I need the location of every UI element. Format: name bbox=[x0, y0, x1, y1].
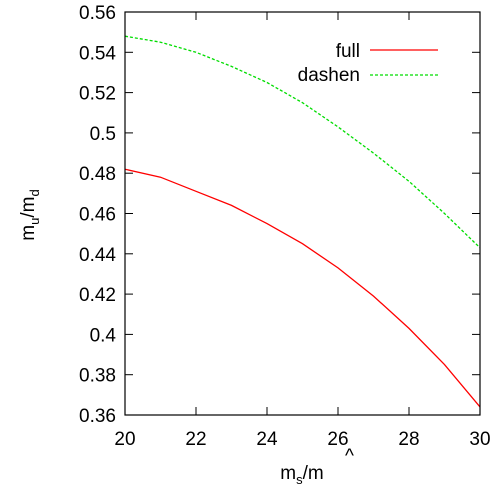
x-tick-label: 26 bbox=[327, 429, 348, 450]
y-tick-label: 0.42 bbox=[79, 285, 116, 306]
legend-label-dashen: dashen bbox=[298, 65, 360, 86]
y-tick-label: 0.36 bbox=[79, 406, 116, 427]
x-tick-label: 30 bbox=[469, 429, 490, 450]
y-tick-label: 0.52 bbox=[79, 84, 116, 105]
y-tick-label: 0.44 bbox=[79, 245, 116, 266]
y-tick-label: 0.56 bbox=[79, 3, 116, 24]
y-tick-label: 0.38 bbox=[79, 366, 116, 387]
x-tick-label: 28 bbox=[398, 429, 419, 450]
plot-frame bbox=[124, 11, 481, 416]
x-axis-label: ms/m bbox=[280, 463, 323, 487]
y-tick-label: 0.48 bbox=[79, 164, 116, 185]
legend-label-full: full bbox=[336, 41, 360, 62]
y-axis-ticks: 0.36 0.38 0.4 0.42 0.44 0.46 0.48 0.5 0.52 0.54 0.… bbox=[79, 3, 480, 427]
series-line-full bbox=[124, 168, 481, 408]
y-tick-label: 0.54 bbox=[79, 43, 116, 64]
x-tick-label: 24 bbox=[256, 429, 278, 450]
y-axis-label: mu/md bbox=[18, 189, 42, 240]
y-tick-label: 0.4 bbox=[90, 325, 117, 346]
series-lines bbox=[124, 35, 481, 408]
x-tick-label: 20 bbox=[114, 429, 135, 450]
legend: full dashen bbox=[298, 41, 438, 86]
x-tick-label: 22 bbox=[185, 429, 206, 450]
y-tick-label: 0.46 bbox=[79, 205, 116, 226]
series-line-dashen bbox=[124, 35, 481, 249]
x-axis-label-hat-accent: ^ bbox=[345, 446, 354, 467]
y-tick-label: 0.5 bbox=[90, 124, 116, 145]
